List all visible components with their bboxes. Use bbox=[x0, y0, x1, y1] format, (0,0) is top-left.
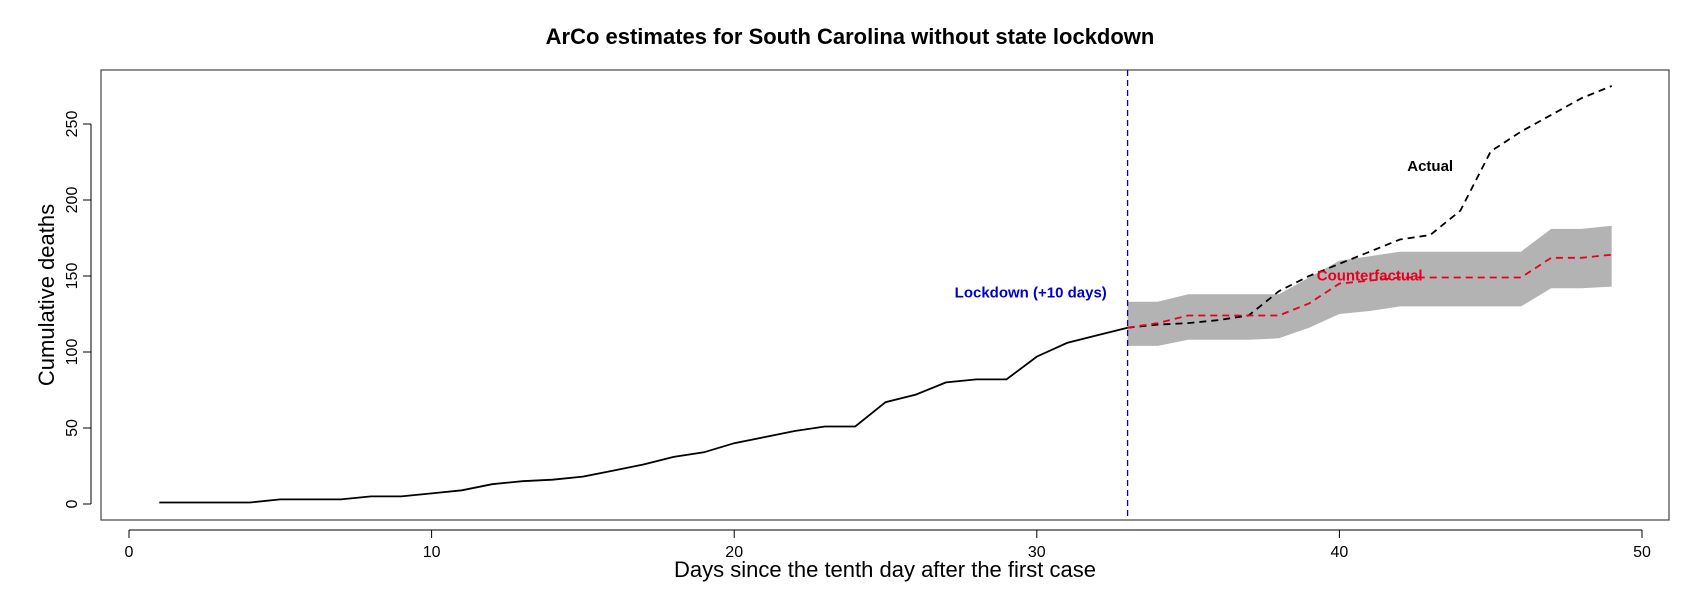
y-axis: 0 50 100 150 200 250 bbox=[64, 111, 92, 508]
x-tick-label: 10 bbox=[423, 544, 441, 561]
x-tick-label: 40 bbox=[1331, 544, 1349, 561]
confidence-band-layer bbox=[1127, 225, 1612, 346]
confidence-band bbox=[1127, 225, 1612, 346]
y-axis-label: Cumulative deaths bbox=[34, 204, 59, 386]
series-layer bbox=[159, 85, 1613, 504]
annotation-lockdown-10-days: Lockdown (+10 days) bbox=[955, 284, 1107, 301]
annotation-layer: Actual Counterfactual Lockdown (+10 days) bbox=[955, 158, 1453, 301]
x-axis-label: Days since the tenth day after the first… bbox=[674, 557, 1096, 582]
y-tick-label: 0 bbox=[64, 499, 81, 508]
y-tick-label: 50 bbox=[64, 419, 81, 437]
x-tick-label: 0 bbox=[125, 544, 134, 561]
series-line-observed-pre-lockdown bbox=[159, 326, 1128, 504]
annotation-counterfactual: Counterfactual bbox=[1317, 268, 1423, 285]
y-tick-label: 250 bbox=[64, 111, 81, 138]
x-tick-label: 20 bbox=[725, 544, 743, 561]
x-axis: 0 10 20 30 40 50 bbox=[125, 529, 1651, 561]
plot-frame bbox=[100, 69, 1670, 521]
y-tick-label: 150 bbox=[64, 263, 81, 290]
x-tick-label: 30 bbox=[1028, 544, 1046, 561]
y-tick-label: 200 bbox=[64, 187, 81, 214]
chart-title: ArCo estimates for South Carolina withou… bbox=[546, 24, 1155, 49]
x-tick-label: 50 bbox=[1633, 544, 1651, 561]
annotation-actual: Actual bbox=[1407, 158, 1453, 175]
y-tick-label: 100 bbox=[64, 339, 81, 366]
